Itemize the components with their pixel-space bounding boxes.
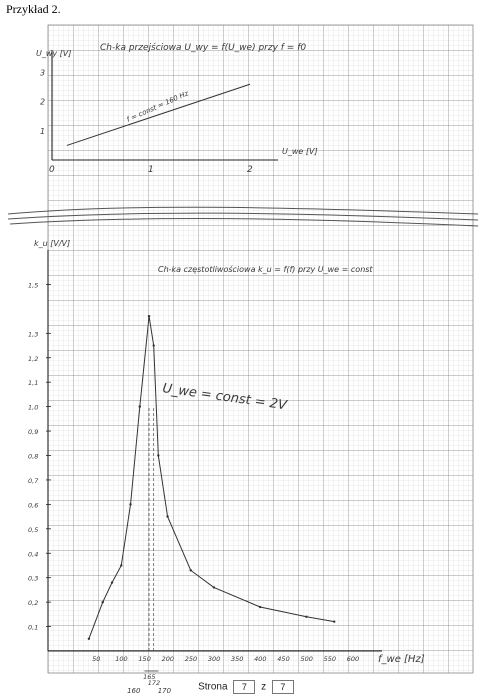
y-tick-label: 1,5 <box>28 281 38 289</box>
data-point <box>120 564 123 567</box>
footer-label: Strona <box>198 681 228 693</box>
y-tick-label: 2 <box>40 98 45 107</box>
data-point <box>212 586 216 589</box>
x-tick-label: 200 <box>162 655 174 663</box>
page-number-box: 7 <box>233 680 256 694</box>
x-tick-label: 400 <box>254 655 266 663</box>
bandwidth-label: 165 <box>143 673 155 681</box>
series-line <box>66 83 251 146</box>
page-footer: Strona 7 z 7 <box>0 680 495 694</box>
x-tick-label: 600 <box>347 655 359 663</box>
chart-title: Ch-ka przejściowa U_wy = f(U_we) przy f … <box>100 42 306 53</box>
x-tick-label: 50 <box>92 655 100 663</box>
y-tick-label: 0,4 <box>28 550 38 558</box>
page-total-box: 7 <box>271 680 294 694</box>
y-tick-label: 1,2 <box>28 355 38 363</box>
x-tick-label: 0 <box>49 165 55 175</box>
x-tick-label: 1 <box>148 165 154 175</box>
data-point <box>101 600 104 604</box>
y-tick-label: 0,8 <box>28 453 38 461</box>
band-value-label: 160 <box>127 687 141 695</box>
example-heading: Przykład 2. <box>6 2 61 16</box>
fold-scribble <box>7 206 479 227</box>
data-point <box>258 605 262 609</box>
y-tick-label: 3 <box>40 69 45 78</box>
y-axis-label: k_u [V/V] <box>34 239 70 248</box>
x-tick-label: 350 <box>231 655 243 663</box>
y-tick-label: 1,1 <box>28 379 38 387</box>
data-point <box>152 344 155 347</box>
x-tick-label: 100 <box>115 655 127 663</box>
y-tick-label: 0,1 <box>28 624 38 632</box>
data-point <box>189 569 192 572</box>
x-axis-label: f_we [Hz] <box>378 654 425 665</box>
x-tick-label: 300 <box>208 655 220 663</box>
data-point <box>305 615 308 618</box>
y-tick-label: 1,0 <box>28 404 38 412</box>
bandwidth-label: 172 <box>148 679 160 687</box>
y-tick-label: 0,3 <box>28 575 38 583</box>
data-point <box>110 581 114 584</box>
data-point <box>138 405 142 408</box>
x-tick-label: 150 <box>138 655 150 663</box>
x-axis-label: U_we [V] <box>282 147 318 156</box>
y-axis-label: U_wy [V] <box>36 49 71 58</box>
y-tick-label: 0,9 <box>28 428 38 436</box>
y-tick-label: 0,2 <box>28 599 38 607</box>
data-point <box>333 620 336 623</box>
x-tick-label: 250 <box>185 655 197 663</box>
y-tick-label: 0,5 <box>28 526 38 534</box>
data-point <box>166 515 169 518</box>
data-point <box>129 503 132 506</box>
y-tick-label: 0,7 <box>28 477 39 485</box>
x-tick-label: 2 <box>247 165 253 175</box>
footer-separator: z <box>261 681 267 693</box>
chart-title: Ch-ka częstotliwościowa k_u = f(f) przy … <box>158 264 373 274</box>
x-tick-label: 450 <box>277 655 289 663</box>
y-tick-label: 1 <box>40 127 45 136</box>
grid-paper <box>47 24 474 674</box>
x-tick-label: 550 <box>324 655 336 663</box>
y-tick-label: 0,6 <box>28 501 38 509</box>
x-tick-label: 500 <box>300 655 312 663</box>
data-point <box>147 315 151 318</box>
data-point <box>87 637 91 640</box>
data-point <box>157 454 160 457</box>
band-value-label: 170 <box>158 687 172 695</box>
y-tick-label: 1,3 <box>28 330 38 338</box>
